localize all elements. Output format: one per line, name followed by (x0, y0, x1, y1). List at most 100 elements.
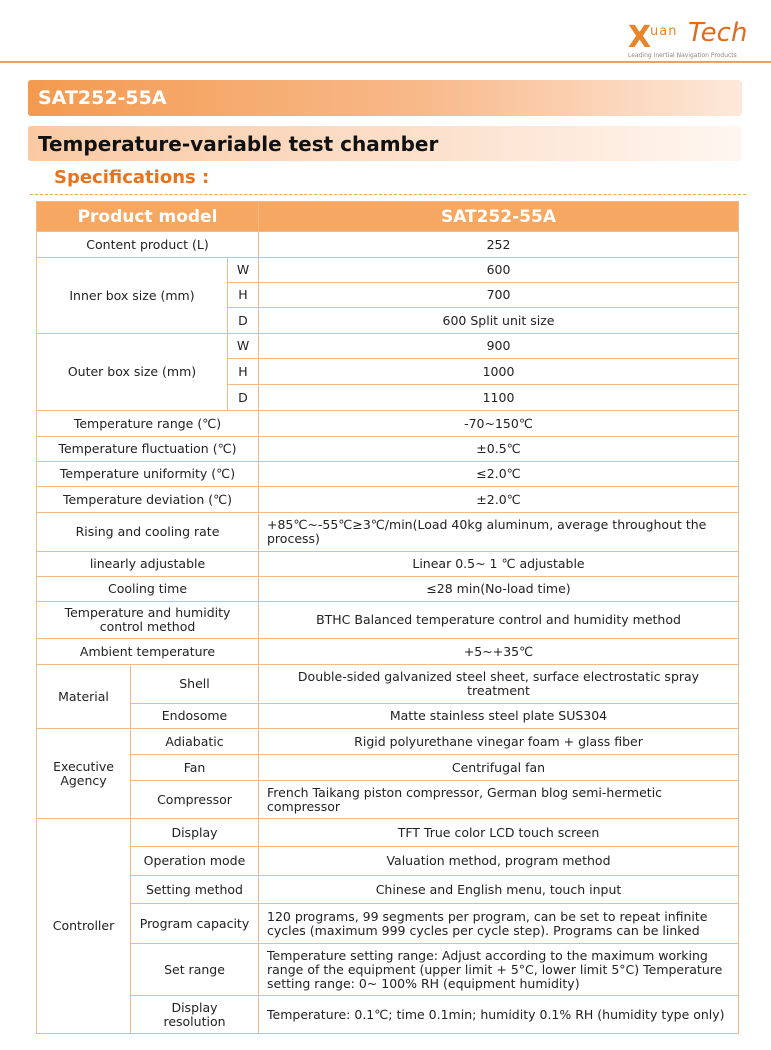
table-row: Program capacity 120 programs, 99 segment… (37, 903, 739, 944)
table-row: Setting method Chinese and English menu, … (37, 875, 739, 904)
table-cell: W (227, 333, 259, 359)
table-cell: Valuation method, program method (258, 846, 739, 876)
logo-letter: X (628, 20, 652, 55)
table-cell: linearly adjustable (36, 551, 259, 577)
table-row: D 1100 (37, 384, 739, 411)
header-cell: SAT252-55A (258, 201, 739, 232)
table-cell: H (227, 282, 259, 308)
table-row: Temperature uniformity (℃) ≤2.0℃ (36, 461, 739, 487)
table-cell: BTHC Balanced temperature control and hu… (258, 601, 739, 639)
table-row: Display resolution Temperature: 0.1℃; tim… (37, 995, 739, 1034)
table-cell: Operation mode (130, 846, 259, 876)
table-cell: ±2.0℃ (258, 486, 739, 513)
table-row: Operation mode Valuation method, program … (37, 846, 739, 876)
table-cell: Fan (130, 754, 259, 781)
table-body: Content product (L) 252 Inner box size (mm… (36, 231, 739, 1034)
table-cell: Content product (L) (36, 231, 259, 258)
table-cell: Temperature uniformity (℃) (36, 461, 259, 487)
table-row: Content product (L) 252 (36, 231, 739, 258)
table-header: Product model SAT252-55A (36, 201, 739, 232)
table-cell: D (227, 384, 259, 411)
table-row: Executive Agency Adiabatic Rigid polyureth… (36, 728, 739, 819)
table-row: Cooling time ≤28 min(No-load time) (36, 576, 739, 602)
table-row: Material Shell Double-sided galvanized ste… (36, 664, 739, 729)
table-cell: Temperature and humidity control method (36, 601, 259, 639)
table-cell: 1100 (258, 384, 739, 411)
table-cell: Temperature deviation (℃) (36, 486, 259, 513)
table-cell: Chinese and English menu, touch input (258, 875, 739, 904)
table-cell: H (227, 358, 259, 385)
table-cell: 900 (258, 333, 739, 359)
section-heading: Specifications : (54, 167, 210, 188)
table-row: Endosome Matte stainless steel plate SUS3… (37, 703, 739, 729)
table-cell: Executive Agency (36, 728, 131, 819)
table-cell: Controller (36, 818, 131, 1034)
table-cell: Temperature: 0.1℃; time 0.1min; humidity… (258, 995, 739, 1034)
table-row: Controller Display TFT True color LCD touc… (36, 818, 739, 1034)
table-cell: 120 programs, 99 segments per program, c… (258, 903, 739, 944)
table-cell: Outer box size (mm) (36, 333, 228, 411)
table-cell: TFT True color LCD touch screen (258, 818, 739, 847)
table-cell: Program capacity (130, 903, 259, 944)
table-cell: Rising and cooling rate (36, 512, 259, 552)
table-cell: 600 Split unit size (258, 307, 739, 334)
table-cell: D (227, 307, 259, 334)
table-row: Temperature deviation (℃) ±2.0℃ (36, 486, 739, 513)
table-row: linearly adjustable Linear 0.5~ 1 ℃ adjus… (36, 551, 739, 577)
table-cell: 252 (258, 231, 739, 258)
table-cell: Set range (130, 943, 259, 996)
dashed-divider (30, 194, 746, 195)
table-row: Temperature fluctuation (℃) ±0.5℃ (36, 436, 739, 462)
table-cell: Matte stainless steel plate SUS304 (258, 703, 739, 729)
header-cell: Product model (36, 201, 259, 232)
table-cell: 1000 (258, 358, 739, 385)
table-row: Set range Temperature setting range: Adju… (37, 943, 739, 996)
table-cell: Rigid polyurethane vinegar foam + glass … (258, 728, 739, 755)
divider (0, 61, 771, 63)
table-cell: +85℃~-55℃≥3℃/min(Load 40kg aluminum, ave… (258, 512, 739, 552)
table-cell: Ambient temperature (36, 638, 259, 665)
table-cell: Display resolution (130, 995, 259, 1034)
table-row: Rising and cooling rate +85℃~-55℃≥3℃/min(… (36, 512, 739, 552)
product-banner: Temperature-variable test chamber (28, 126, 742, 161)
table-cell: French Taikang piston compressor, German… (258, 780, 739, 819)
table-cell: -70~150℃ (258, 410, 739, 437)
logo-tagline: Leading Inertial Navigation Products (628, 52, 737, 59)
table-row: Temperature and humidity control method B… (36, 601, 739, 639)
table-row: Inner box size (mm) W 600 (36, 257, 739, 334)
table-cell: Shell (130, 664, 259, 704)
table-cell: Temperature range (℃) (36, 410, 259, 437)
table-row: Ambient temperature +5~+35℃ (36, 638, 739, 665)
table-cell: Material (36, 664, 131, 729)
table-cell: Temperature setting range: Adjust accord… (258, 943, 739, 996)
table-cell: Cooling time (36, 576, 259, 602)
logo-word: uan (650, 24, 678, 39)
table-cell: 700 (258, 282, 739, 308)
table-cell: Inner box size (mm) (36, 257, 228, 334)
table-row: Compressor French Taikang piston compress… (37, 780, 739, 819)
table-cell: Adiabatic (130, 728, 259, 755)
table-cell: W (227, 257, 259, 283)
table-row: D 600 Split unit size (37, 307, 739, 334)
table-row: H 1000 (37, 358, 739, 385)
spec-table: Product model SAT252-55A Content product … (36, 201, 739, 1034)
model-banner: SAT252-55A (28, 80, 742, 116)
table-cell: Centrifugal fan (258, 754, 739, 781)
table-cell: +5~+35℃ (258, 638, 739, 665)
table-row: Fan Centrifugal fan (37, 754, 739, 781)
table-cell: ≤2.0℃ (258, 461, 739, 487)
logo: X uan Tech Leading Inertial Navigation P… (628, 18, 748, 62)
table-row: Outer box size (mm) W 900 (36, 333, 739, 411)
table-cell: ≤28 min(No-load time) (258, 576, 739, 602)
table-cell: Setting method (130, 875, 259, 904)
table-cell: Display (130, 818, 259, 847)
table-cell: Double-sided galvanized steel sheet, sur… (258, 664, 739, 704)
table-cell: 600 (258, 257, 739, 283)
logo-brand: Tech (688, 18, 748, 48)
table-cell: Temperature fluctuation (℃) (36, 436, 259, 462)
table-cell: Compressor (130, 780, 259, 819)
table-cell: Endosome (130, 703, 259, 729)
table-row: Temperature range (℃) -70~150℃ (36, 410, 739, 437)
table-cell: ±0.5℃ (258, 436, 739, 462)
